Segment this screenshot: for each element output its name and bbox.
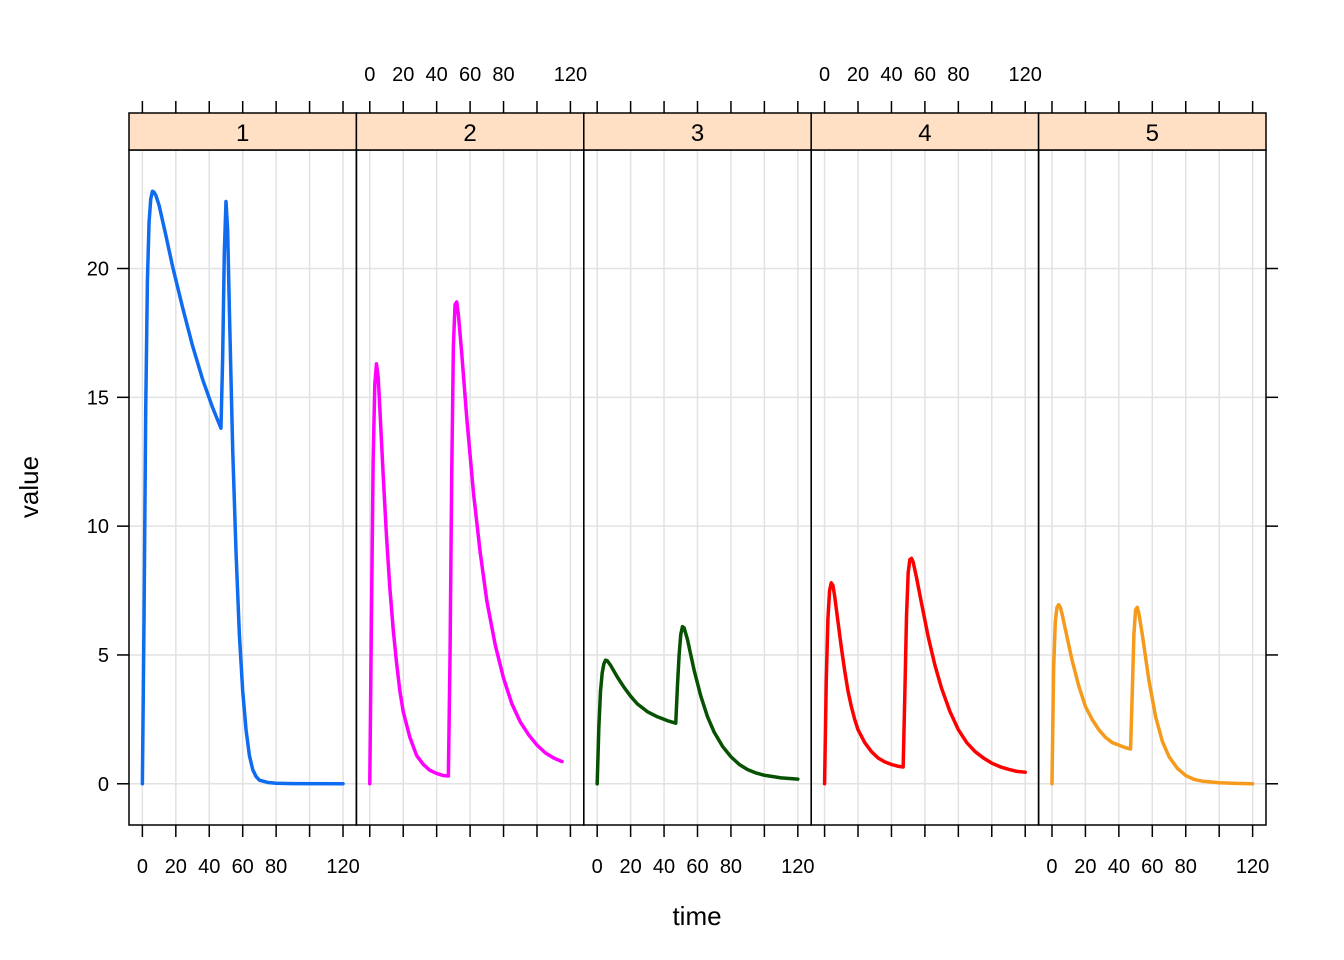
series-line-panel-3 — [595, 624, 800, 786]
strip-label: 3 — [691, 120, 704, 147]
y-tick-label: 20 — [87, 259, 109, 281]
x-tick-label-bottom: 0 — [592, 856, 603, 878]
frame-layer — [117, 101, 1278, 837]
y-tick-label: 10 — [87, 516, 109, 538]
y-tick-label: 5 — [98, 645, 109, 667]
x-tick-label-bottom: 120 — [781, 856, 814, 878]
x-tick-label-top: 120 — [554, 64, 587, 86]
x-tick-label-bottom: 20 — [1074, 856, 1096, 878]
series-line-panel-2 — [368, 300, 564, 786]
strip-label: 2 — [463, 120, 476, 147]
x-tick-label-bottom: 80 — [720, 856, 742, 878]
strip-label: 5 — [1146, 120, 1159, 147]
x-tick-label-bottom: 0 — [1046, 856, 1057, 878]
x-tick-label-top: 0 — [819, 64, 830, 86]
y-tick-label: 15 — [87, 387, 109, 409]
x-tick-label-bottom: 60 — [1141, 856, 1163, 878]
x-tick-label-bottom: 0 — [137, 856, 148, 878]
x-axis-title: time — [672, 901, 721, 931]
x-tick-label-top: 20 — [392, 64, 414, 86]
y-tick-label: 0 — [98, 774, 109, 796]
x-tick-label-top: 40 — [426, 64, 448, 86]
x-tick-label-top: 80 — [492, 64, 514, 86]
x-tick-label-bottom: 60 — [232, 856, 254, 878]
series-line-panel-4 — [822, 556, 1027, 786]
x-tick-label-bottom: 120 — [326, 856, 359, 878]
x-tick-label-bottom: 80 — [1175, 856, 1197, 878]
x-tick-label-bottom: 40 — [1108, 856, 1130, 878]
x-tick-label-bottom: 20 — [619, 856, 641, 878]
strip-label: 1 — [236, 120, 249, 147]
strip-label: 4 — [918, 120, 931, 147]
x-tick-label-top: 20 — [847, 64, 869, 86]
x-tick-label-top: 120 — [1009, 64, 1042, 86]
x-tick-label-bottom: 20 — [165, 856, 187, 878]
x-tick-label-top: 0 — [364, 64, 375, 86]
series-line-panel-1 — [140, 189, 345, 786]
x-tick-label-bottom: 40 — [198, 856, 220, 878]
series-line-panel-5 — [1050, 602, 1255, 786]
x-tick-label-top: 40 — [880, 64, 902, 86]
x-tick-label-top: 60 — [914, 64, 936, 86]
x-tick-label-bottom: 80 — [265, 856, 287, 878]
x-tick-label-bottom: 40 — [653, 856, 675, 878]
y-axis-title: value — [14, 456, 44, 518]
series-layer — [140, 189, 1255, 786]
strip-background — [1037, 112, 1267, 151]
x-tick-label-bottom: 120 — [1236, 856, 1269, 878]
strip-background — [355, 112, 585, 151]
x-tick-label-top: 80 — [947, 64, 969, 86]
x-tick-label-bottom: 60 — [686, 856, 708, 878]
x-tick-label-top: 60 — [459, 64, 481, 86]
